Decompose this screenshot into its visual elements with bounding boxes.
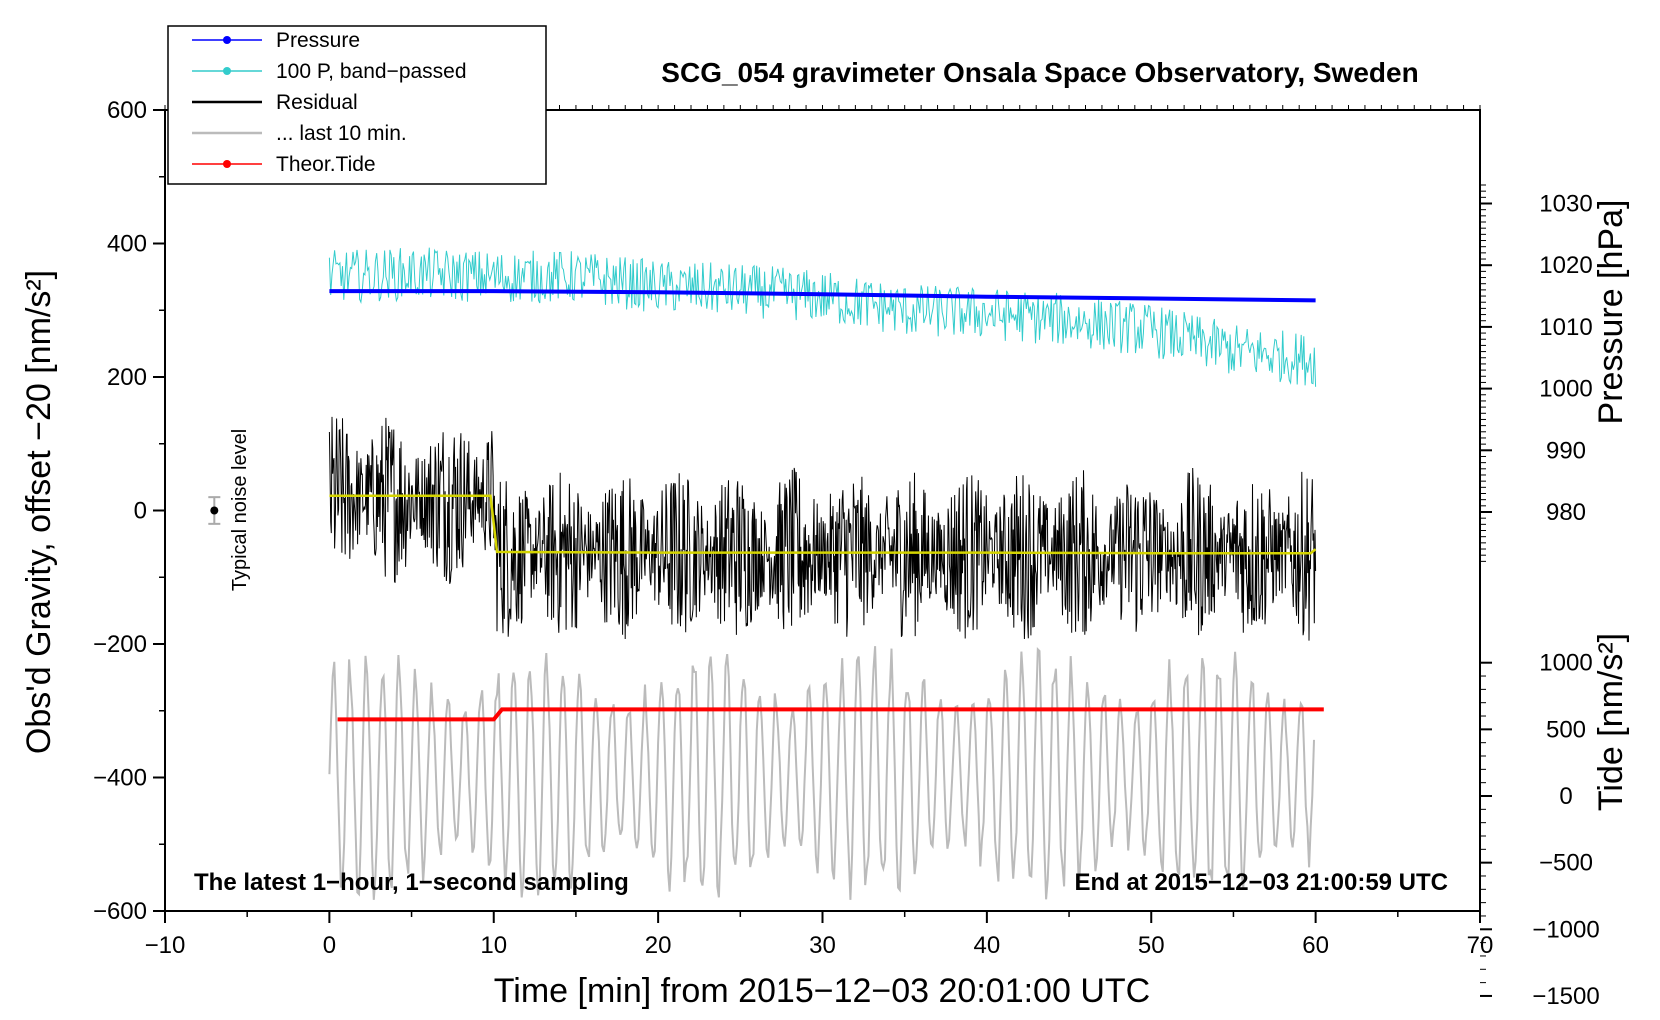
x-tick-label: 50 [1138, 932, 1165, 959]
series-theor-tide [337, 707, 1324, 722]
legend-label: ... last 10 min. [276, 122, 407, 145]
chart-title: SCG_054 gravimeter Onsala Space Observat… [661, 57, 1418, 88]
tide-tick-label: 500 [1546, 716, 1586, 743]
note-sampling: The latest 1−hour, 1−second sampling [194, 869, 629, 896]
legend-label: 100 P, band−passed [276, 60, 467, 83]
note-end-time: End at 2015−12−03 21:00:59 UTC [1074, 869, 1448, 896]
noise-level-label: Typical noise level [229, 429, 251, 591]
x-tick-label: 60 [1302, 932, 1329, 959]
legend: Pressure 100 P, band−passed Residual ... la… [167, 25, 547, 185]
series-residual [328, 416, 1317, 641]
tide-tick-label: 0 [1559, 783, 1572, 810]
pressure-axis: 980 990 1000 1010 1020 1030 [1480, 184, 1593, 562]
series-residual-mean [329, 494, 1317, 555]
x-tick-label: 0 [323, 932, 336, 959]
y-tick-label: 0 [134, 498, 147, 525]
x-tick-label: 30 [809, 932, 836, 959]
legend-marker [223, 67, 231, 75]
x-axis-label: Time [min] from 2015−12−03 20:01:00 UTC [494, 972, 1150, 1010]
tide-tick-label: −1000 [1532, 916, 1599, 943]
pressure-tick-label: 1010 [1539, 314, 1592, 341]
y-tick-label: −600 [93, 898, 147, 925]
noise-marker [208, 496, 221, 525]
pressure-tick-label: 980 [1546, 499, 1586, 526]
noise-point [210, 506, 219, 515]
legend-marker [223, 36, 231, 44]
tide-axis-label: Tide [nm/s²] [1592, 633, 1630, 811]
x-tick-label: 70 [1467, 932, 1494, 959]
tide-axis: −1500 −1000 −500 0 500 1000 [1480, 650, 1600, 1010]
y-tick-label: 400 [107, 231, 147, 258]
tide-tick-label: −1500 [1532, 983, 1599, 1010]
pressure-tick-label: 1020 [1539, 252, 1592, 279]
pressure-axis-label: Pressure [hPa] [1592, 200, 1630, 425]
y-axis: −600 −400 −200 0 200 400 600 [93, 97, 165, 925]
y-tick-label: −400 [93, 765, 147, 792]
legend-label: Pressure [276, 29, 360, 52]
pressure-tick-label: 1030 [1539, 191, 1592, 218]
legend-label: Residual [276, 91, 358, 114]
series-pressure [329, 289, 1316, 303]
series-last-10-min [328, 646, 1315, 900]
y-tick-label: 200 [107, 364, 147, 391]
series-layer [328, 247, 1324, 900]
series-band-passed [328, 247, 1317, 387]
y-tick-label: 600 [107, 97, 147, 124]
x-tick-label: −10 [145, 932, 186, 959]
legend-box [167, 25, 547, 185]
y-tick-label: −200 [93, 631, 147, 658]
tide-tick-label: −500 [1539, 850, 1593, 877]
pressure-tick-label: 1000 [1539, 376, 1592, 403]
x-tick-label: 10 [480, 932, 507, 959]
legend-marker [223, 160, 231, 168]
legend-label: Theor.Tide [276, 153, 376, 176]
x-tick-label: 20 [645, 932, 672, 959]
x-tick-label: 40 [974, 932, 1001, 959]
tide-tick-label: 1000 [1539, 650, 1592, 677]
pressure-tick-label: 990 [1546, 437, 1586, 464]
y-axis-label: Obs'd Gravity, offset −20 [nm/s²] [20, 270, 58, 754]
x-axis: −10 0 10 20 30 40 50 60 70 [145, 105, 1494, 959]
